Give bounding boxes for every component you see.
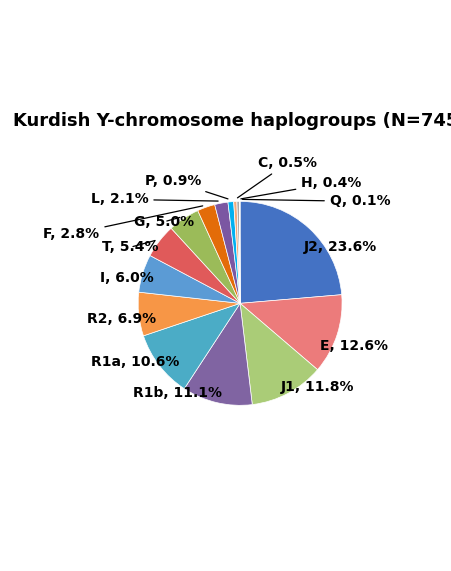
Text: C, 0.5%: C, 0.5%	[238, 156, 318, 198]
Wedge shape	[139, 256, 240, 303]
Wedge shape	[143, 303, 240, 389]
Text: R1b, 11.1%: R1b, 11.1%	[133, 386, 222, 400]
Wedge shape	[150, 228, 240, 303]
Wedge shape	[237, 202, 240, 303]
Wedge shape	[228, 202, 240, 303]
Text: T, 5.4%: T, 5.4%	[102, 240, 158, 254]
Text: J2, 23.6%: J2, 23.6%	[304, 240, 377, 254]
Title: Kurdish Y-chromosome haplogroups (N=745): Kurdish Y-chromosome haplogroups (N=745)	[13, 112, 451, 130]
Wedge shape	[240, 202, 342, 303]
Wedge shape	[198, 204, 240, 303]
Text: I, 6.0%: I, 6.0%	[100, 271, 153, 285]
Wedge shape	[234, 202, 240, 303]
Text: H, 0.4%: H, 0.4%	[241, 176, 362, 199]
Wedge shape	[184, 303, 252, 405]
Text: L, 2.1%: L, 2.1%	[91, 192, 218, 206]
Text: F, 2.8%: F, 2.8%	[43, 206, 202, 241]
Text: G, 5.0%: G, 5.0%	[134, 215, 194, 229]
Text: Q, 0.1%: Q, 0.1%	[243, 194, 391, 208]
Wedge shape	[215, 202, 240, 303]
Wedge shape	[239, 202, 240, 303]
Text: E, 12.6%: E, 12.6%	[320, 339, 388, 353]
Wedge shape	[171, 211, 240, 303]
Text: J1, 11.8%: J1, 11.8%	[281, 380, 354, 394]
Text: P, 0.9%: P, 0.9%	[145, 174, 228, 199]
Text: R1a, 10.6%: R1a, 10.6%	[91, 356, 179, 369]
Wedge shape	[240, 303, 318, 405]
Wedge shape	[240, 295, 342, 369]
Wedge shape	[138, 292, 240, 336]
Text: R2, 6.9%: R2, 6.9%	[87, 312, 156, 325]
